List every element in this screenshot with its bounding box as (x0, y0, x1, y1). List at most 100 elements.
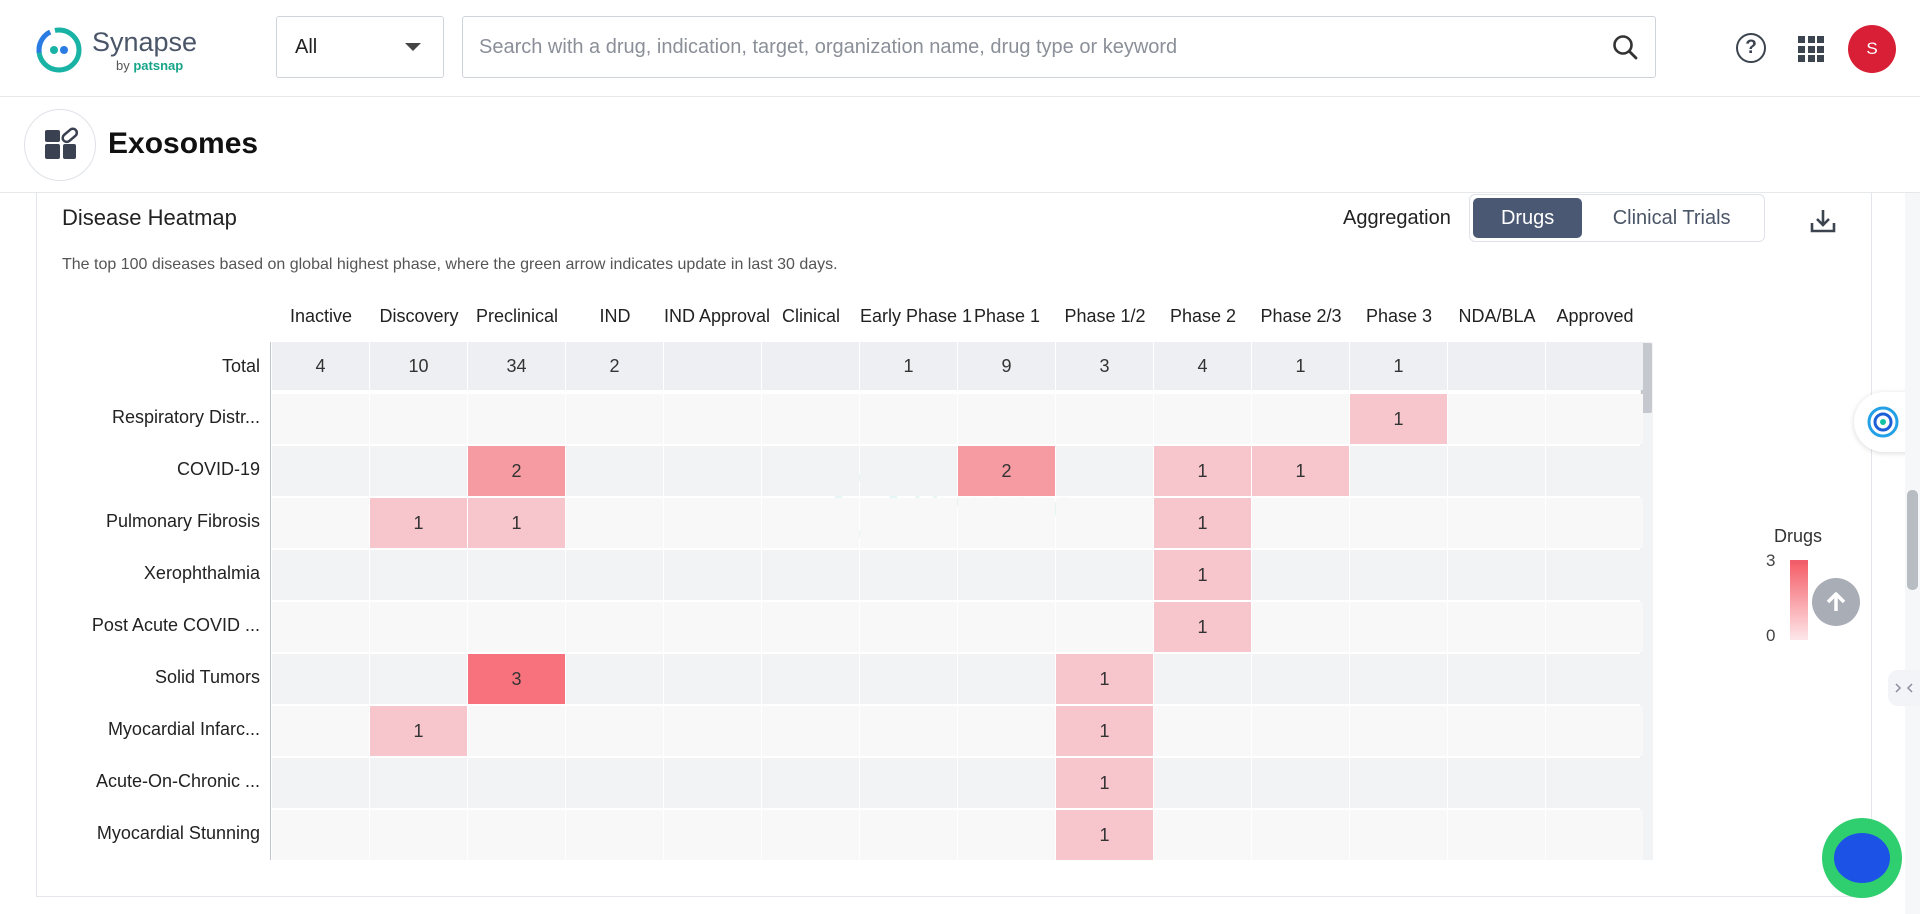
legend-max-value: 3 (1766, 551, 1775, 571)
heatmap-cell (860, 394, 957, 444)
heatmap-cell (1546, 810, 1643, 860)
heatmap-cell (272, 602, 369, 652)
row-label[interactable]: Pulmonary Fibrosis (60, 511, 260, 532)
total-cell[interactable]: 1 (1350, 342, 1447, 390)
heatmap-cell (1448, 550, 1545, 600)
heatmap-cell (860, 602, 957, 652)
heatmap-cell (664, 602, 761, 652)
heatmap-cell[interactable]: 1 (1350, 394, 1447, 444)
heatmap-cell (1252, 654, 1349, 704)
heatmap-cell[interactable]: 2 (468, 446, 565, 496)
heatmap-cell (1056, 394, 1153, 444)
heatmap-cell[interactable]: 1 (1252, 446, 1349, 496)
heatmap-cell (1546, 758, 1643, 808)
help-icon[interactable]: ? (1736, 33, 1766, 63)
heatmap-cell (566, 602, 663, 652)
heatmap-cell[interactable]: 1 (1056, 654, 1153, 704)
heatmap-cell (370, 394, 467, 444)
heatmap-cell (1252, 706, 1349, 756)
heatmap-cell (566, 706, 663, 756)
total-cell[interactable] (664, 342, 761, 390)
heatmap-cell[interactable]: 1 (1154, 446, 1251, 496)
download-icon[interactable] (1808, 206, 1838, 236)
heatmap-cell (468, 758, 565, 808)
side-panel-tab[interactable] (1888, 670, 1920, 706)
total-cell[interactable]: 4 (272, 342, 369, 390)
heatmap-cell (1252, 602, 1349, 652)
heatmap-cell (272, 654, 369, 704)
heatmap-cell[interactable]: 1 (1056, 706, 1153, 756)
total-cell[interactable] (762, 342, 859, 390)
heatmap-cell (762, 446, 859, 496)
heatmap-cell (1448, 654, 1545, 704)
heatmap-cell (1546, 550, 1643, 600)
row-label[interactable]: Solid Tumors (60, 667, 260, 688)
column-header: Early Phase 1 (860, 306, 958, 327)
brand-by-patsnap: patsnap (133, 58, 183, 73)
row-label[interactable]: Myocardial Infarc... (60, 719, 260, 740)
heatmap-cell (958, 706, 1055, 756)
heatmap-cell[interactable]: 2 (958, 446, 1055, 496)
aggregation-drugs-button[interactable]: Drugs (1473, 198, 1582, 238)
heatmap-cell[interactable]: 3 (468, 654, 565, 704)
total-cell[interactable]: 2 (566, 342, 663, 390)
heatmap-cell (1056, 602, 1153, 652)
heatmap-cell (958, 810, 1055, 860)
row-label[interactable]: Xerophthalmia (60, 563, 260, 584)
heatmap-cell[interactable]: 1 (370, 498, 467, 548)
heatmap-cell (762, 394, 859, 444)
heatmap-cell (1546, 446, 1643, 496)
heatmap-cell (272, 810, 369, 860)
collapse-arrows-icon (1894, 682, 1914, 694)
heatmap-cell (762, 654, 859, 704)
row-label[interactable]: COVID-19 (60, 459, 260, 480)
heatmap-cell (1056, 550, 1153, 600)
heatmap-cell (1448, 758, 1545, 808)
total-cell[interactable]: 9 (958, 342, 1055, 390)
total-cell[interactable]: 4 (1154, 342, 1251, 390)
heatmap-cell (1056, 446, 1153, 496)
heatmap-cell (272, 706, 369, 756)
heatmap-cell[interactable]: 1 (1154, 550, 1251, 600)
heatmap-cell (370, 602, 467, 652)
search-input[interactable] (479, 36, 1611, 59)
heatmap-cell[interactable]: 1 (370, 706, 467, 756)
total-cell[interactable] (1546, 342, 1643, 390)
legend-color-scale[interactable] (1790, 560, 1808, 640)
apps-grid-icon[interactable] (1798, 36, 1824, 62)
scroll-to-top-button[interactable] (1812, 578, 1860, 626)
column-header: NDA/BLA (1448, 306, 1546, 327)
row-label[interactable]: Myocardial Stunning (60, 823, 260, 844)
aggregation-clinical-trials-button[interactable]: Clinical Trials (1582, 198, 1761, 238)
page-scrollbar-thumb[interactable] (1907, 490, 1918, 590)
synapse-logo[interactable]: Synapse by patsnap (34, 24, 204, 76)
heatmap-cell (566, 654, 663, 704)
heatmap-cell (1546, 654, 1643, 704)
row-label[interactable]: Acute-On-Chronic ... (60, 771, 260, 792)
search-scope-select[interactable]: All (276, 16, 444, 78)
heatmap-cell[interactable]: 1 (1154, 602, 1251, 652)
heatmap-cell[interactable]: 1 (1154, 498, 1251, 548)
column-header: Clinical (762, 306, 860, 327)
heatmap-cell (1154, 758, 1251, 808)
total-cell[interactable]: 1 (1252, 342, 1349, 390)
total-cell[interactable]: 1 (860, 342, 957, 390)
row-label[interactable]: Respiratory Distr... (60, 407, 260, 428)
heatmap-cell (566, 758, 663, 808)
user-avatar[interactable]: S (1848, 25, 1896, 73)
total-cell[interactable]: 3 (1056, 342, 1153, 390)
total-cell[interactable] (1448, 342, 1545, 390)
total-cell[interactable]: 10 (370, 342, 467, 390)
heatmap-cell[interactable]: 1 (1056, 758, 1153, 808)
total-cell[interactable]: 34 (468, 342, 565, 390)
heatmap-cell (762, 550, 859, 600)
chat-support-button[interactable] (1822, 818, 1902, 898)
heatmap-cell (860, 498, 957, 548)
heatmap-cell[interactable]: 1 (468, 498, 565, 548)
heatmap-cell (860, 550, 957, 600)
row-label[interactable]: Post Acute COVID ... (60, 615, 260, 636)
heatmap-cell (1056, 498, 1153, 548)
search-icon[interactable] (1611, 33, 1639, 61)
heatmap-cell[interactable]: 1 (1056, 810, 1153, 860)
heatmap-cell (1350, 602, 1447, 652)
